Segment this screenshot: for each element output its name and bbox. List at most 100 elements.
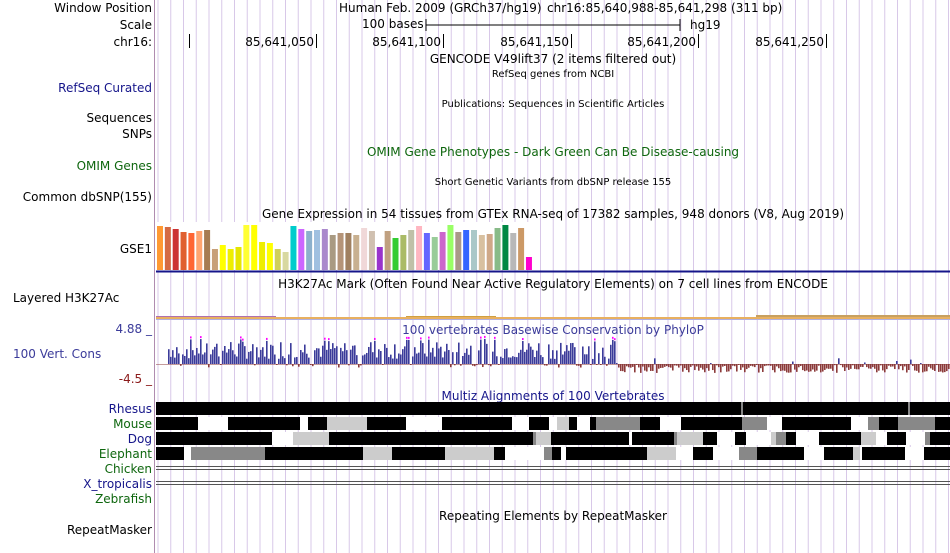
gtex-tissue-bar[interactable] — [494, 228, 501, 270]
snps-track-label[interactable]: SNPs — [122, 127, 152, 141]
gtex-gene-label[interactable]: GSE1 — [119, 242, 152, 256]
phylop-negative-bar — [898, 364, 900, 370]
gtex-tissue-bar[interactable] — [266, 243, 273, 270]
multiz-species-rhesus[interactable]: Rhesus — [108, 402, 152, 416]
gtex-tissue-bar[interactable] — [196, 231, 203, 270]
phylop-positive-bar — [170, 356, 172, 364]
multiz-block — [272, 432, 293, 445]
phylop-positive-bar — [610, 344, 612, 364]
multiz-block — [156, 417, 198, 430]
gtex-tissue-bar[interactable] — [235, 247, 242, 270]
gtex-tissue-bar[interactable] — [518, 228, 525, 270]
gtex-tissue-bar[interactable] — [219, 245, 226, 270]
gtex-tissue-bar[interactable] — [164, 227, 171, 270]
phylop-track-label[interactable]: 100 Vert. Cons — [13, 347, 102, 361]
gtex-tissue-bar[interactable] — [408, 230, 415, 270]
gtex-tissue-bar[interactable] — [439, 232, 446, 270]
phylop-negative-bar — [780, 364, 782, 372]
gtex-tissue-bar[interactable] — [392, 238, 399, 270]
gtex-tissue-bar[interactable] — [204, 230, 211, 270]
gtex-tissue-bar[interactable] — [361, 228, 368, 270]
multiz-species-x-tropicalis[interactable]: X_tropicalis — [83, 477, 152, 491]
phylop-positive-bar — [224, 346, 226, 364]
gtex-tissue-bar[interactable] — [478, 235, 485, 270]
gtex-tissue-bar[interactable] — [188, 233, 195, 270]
multiz-block — [552, 447, 561, 460]
repeatmasker-track-title[interactable]: Repeating Elements by RepeatMasker — [439, 509, 667, 523]
gtex-tissue-bar[interactable] — [376, 247, 383, 270]
gtex-tissue-bar[interactable] — [463, 230, 470, 270]
multiz-species-dog[interactable]: Dog — [127, 432, 152, 446]
phylop-positive-bar — [398, 353, 400, 364]
gtex-tissue-bar[interactable] — [211, 249, 218, 270]
phylop-positive-bar — [654, 358, 656, 364]
dbsnp-track-label[interactable]: Common dbSNP(155) — [22, 190, 152, 204]
phylop-positive-bar — [534, 357, 536, 364]
refseq-track-label[interactable]: RefSeq Curated — [58, 81, 152, 95]
gtex-tissue-bar[interactable] — [455, 232, 462, 270]
gtex-tissue-bar[interactable] — [353, 235, 360, 270]
h3k27ac-track-label[interactable]: Layered H3K27Ac — [13, 291, 120, 305]
gtex-tissue-bar[interactable] — [321, 229, 328, 270]
gtex-tissue-bar[interactable] — [471, 230, 477, 270]
multiz-block — [629, 432, 632, 445]
gtex-tissue-bar[interactable] — [282, 252, 289, 270]
gtex-tissue-bar[interactable] — [259, 242, 266, 270]
gtex-tissue-bar[interactable] — [251, 225, 258, 270]
phylop-positive-bar — [332, 343, 334, 364]
multiz-track-title[interactable]: Multiz Alignments of 100 Vertebrates — [441, 389, 665, 403]
multiz-block — [340, 447, 363, 460]
phylop-positive-bar — [448, 350, 450, 364]
phylop-negative-bar — [658, 364, 660, 369]
gtex-tissue-bar[interactable] — [290, 226, 297, 270]
gtex-tissue-bar[interactable] — [423, 233, 430, 270]
gtex-tissue-bar[interactable] — [227, 249, 234, 270]
omim-track-title[interactable]: OMIM Gene Phenotypes - Dark Green Can Be… — [366, 145, 740, 159]
refseq-track-title[interactable]: RefSeq genes from NCBI — [491, 69, 615, 80]
phylop-negative-bar — [764, 364, 766, 367]
gtex-tissue-bar[interactable] — [486, 234, 493, 270]
gtex-tissue-bar[interactable] — [345, 233, 352, 270]
multiz-species-zebrafish[interactable]: Zebrafish — [95, 492, 152, 506]
gtex-tissue-bar[interactable] — [172, 229, 179, 270]
gtex-tissue-bar[interactable] — [510, 233, 517, 270]
repeatmasker-track-label[interactable]: RepeatMasker — [66, 523, 152, 537]
phylop-positive-bar — [264, 356, 266, 364]
multiz-species-mouse[interactable]: Mouse — [113, 417, 152, 431]
sequences-track-label[interactable]: Sequences — [86, 111, 152, 125]
gtex-tissue-bar[interactable] — [447, 225, 454, 270]
gtex-tissue-bar[interactable] — [337, 233, 344, 270]
gtex-bar-chart[interactable] — [156, 222, 950, 274]
gencode-track-title[interactable]: GENCODE V49lift37 (2 items filtered out) — [429, 52, 677, 66]
phylop-positive-bar — [236, 356, 238, 364]
gtex-tissue-bar[interactable] — [180, 232, 187, 270]
gtex-tissue-bar[interactable] — [243, 225, 250, 270]
gtex-tissue-bar[interactable] — [384, 231, 391, 270]
gtex-tissue-bar[interactable] — [400, 235, 407, 270]
multiz-block — [862, 447, 879, 460]
gtex-tissue-bar[interactable] — [368, 231, 375, 270]
gtex-tissue-bar[interactable] — [314, 230, 320, 270]
gtex-tissue-bar[interactable] — [525, 257, 532, 270]
phylop-positive-bar — [318, 348, 320, 364]
phylop-wiggle[interactable] — [156, 334, 950, 388]
h3k27ac-signal[interactable] — [156, 312, 950, 322]
phylop-track-title[interactable]: 100 vertebrates Basewise Conservation by… — [402, 323, 704, 337]
phylop-negative-bar — [694, 364, 696, 371]
omim-track-label[interactable]: OMIM Genes — [76, 159, 152, 173]
gtex-tissue-bar[interactable] — [329, 235, 336, 270]
multiz-species-elephant[interactable]: Elephant — [98, 447, 152, 461]
h3k27ac-track-title[interactable]: H3K27Ac Mark (Often Found Near Active Re… — [278, 277, 828, 291]
gtex-tissue-bar[interactable] — [431, 237, 438, 270]
gtex-tissue-bar[interactable] — [306, 231, 313, 270]
gtex-tissue-bar[interactable] — [298, 229, 305, 270]
gtex-tissue-bar[interactable] — [502, 225, 509, 270]
publications-track-title[interactable]: Publications: Sequences in Scientific Ar… — [441, 99, 665, 110]
gtex-tissue-bar[interactable] — [157, 226, 163, 270]
multiz-alignment-blocks[interactable] — [156, 402, 950, 494]
gtex-track-title[interactable]: Gene Expression in 54 tissues from GTEx … — [261, 207, 845, 221]
gtex-tissue-bar[interactable] — [416, 226, 423, 270]
dbsnp-track-title[interactable]: Short Genetic Variants from dbSNP releas… — [434, 177, 672, 188]
multiz-species-chicken[interactable]: Chicken — [104, 462, 152, 476]
gtex-tissue-bar[interactable] — [274, 249, 281, 270]
